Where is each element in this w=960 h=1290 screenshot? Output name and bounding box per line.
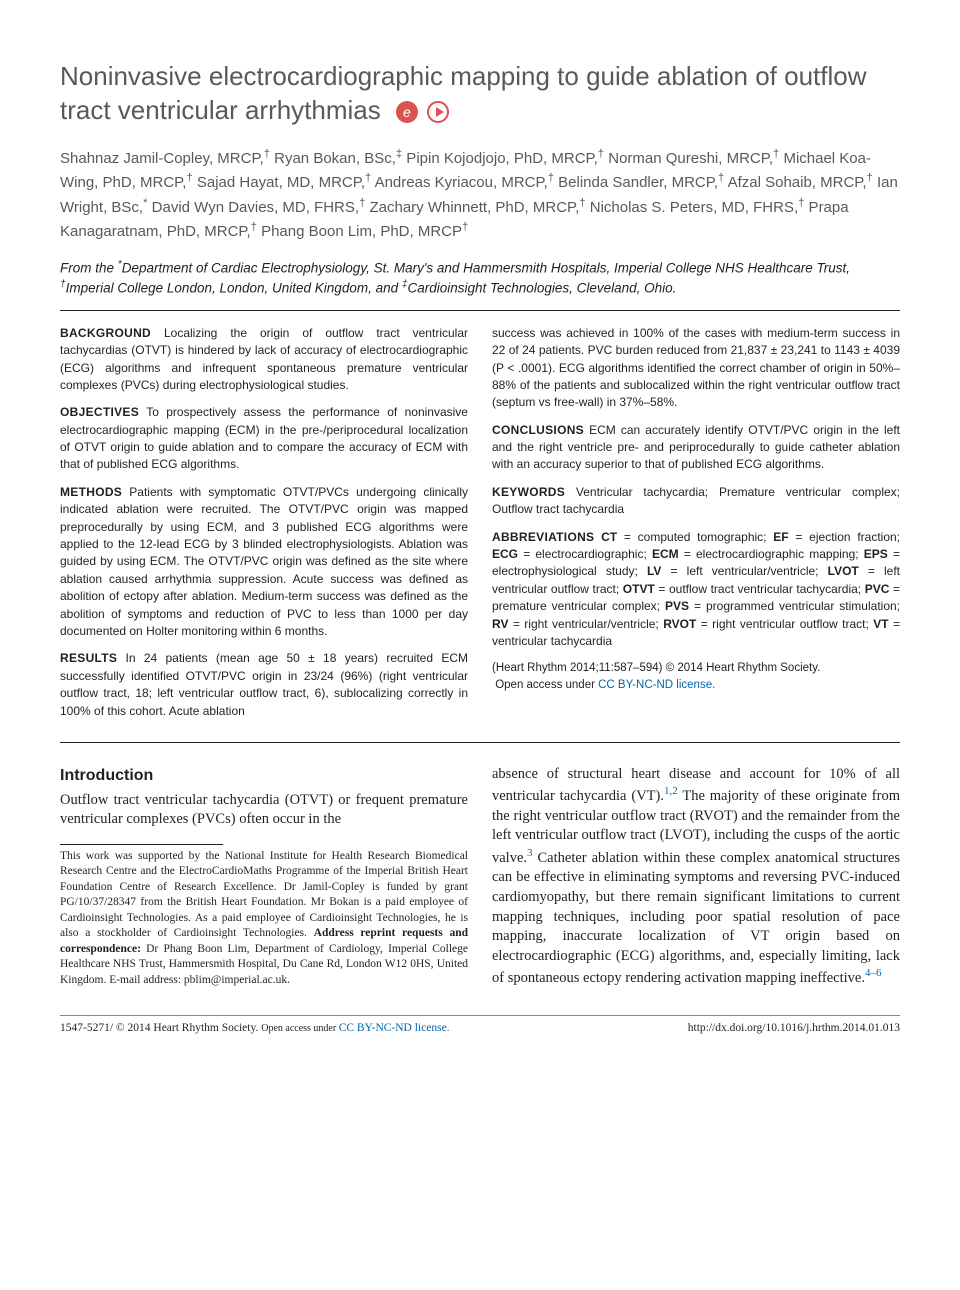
license-link[interactable]: CC BY-NC-ND license. [339,1022,450,1034]
funding-disclosure: This work was supported by the National … [60,849,468,989]
divider-top [60,310,900,311]
license-link[interactable]: CC BY-NC-ND license. [598,679,715,691]
intro-col-right: absence of structural heart disease and … [492,765,900,989]
label-conclusions: CONCLUSIONS [492,423,584,437]
label-objectives: OBJECTIVES [60,405,139,419]
citation-text: (Heart Rhythm 2014;11:587–594) © 2014 He… [492,662,820,674]
abstract: BACKGROUND Localizing the origin of outf… [60,325,900,730]
abstract-abbreviations: CT = computed tomographic; EF = ejection… [492,530,900,648]
abstract-col-left: BACKGROUND Localizing the origin of outf… [60,325,468,730]
ref-link[interactable]: 3 [527,847,533,859]
intro-col-left: Introduction Outflow tract ventricular t… [60,765,468,989]
article-title: Noninvasive electrocardiographic mapping… [60,60,900,128]
label-keywords: KEYWORDS [492,485,565,499]
abstract-methods: Patients with symptomatic OTVT/PVCs unde… [60,485,468,638]
footer-doi: http://dx.doi.org/10.1016/j.hrthm.2014.0… [688,1022,900,1034]
label-methods: METHODS [60,485,122,499]
intro-left-text: Outflow tract ventricular tachycardia (O… [60,791,468,830]
abstract-col-right: success was achieved in 100% of the case… [492,325,900,730]
ref-link[interactable]: 4–6 [865,967,882,979]
title-icons [394,94,449,128]
page-footer: 1547-5271/ © 2014 Heart Rhythm Society. … [60,1015,900,1034]
introduction-section: Introduction Outflow tract ventricular t… [60,765,900,989]
ref-link[interactable]: 1,2 [664,785,678,797]
intro-right-text: absence of structural heart disease and … [492,765,900,989]
authors-list: Shahnaz Jamil-Copley, MRCP,† Ryan Bokan,… [60,146,900,244]
funding-divider [60,844,223,845]
title-text: Noninvasive electrocardiographic mapping… [60,61,867,125]
citation-line: (Heart Rhythm 2014;11:587–594) © 2014 He… [492,660,900,693]
footer-left: 1547-5271/ © 2014 Heart Rhythm Society. … [60,1022,450,1034]
label-results: RESULTS [60,651,117,665]
label-abbreviations: ABBREVIATIONS [492,530,594,544]
supplement-icon[interactable] [396,101,418,123]
divider-bottom [60,742,900,743]
affiliations: From the *Department of Cardiac Electrop… [60,258,900,298]
video-play-icon[interactable] [427,101,449,123]
label-background: BACKGROUND [60,326,151,340]
license-prefix: Open access under [495,679,598,691]
introduction-heading: Introduction [60,765,468,787]
abstract-results-left: In 24 patients (mean age 50 ± 18 years) … [60,651,468,717]
abstract-results-right: success was achieved in 100% of the case… [492,325,900,412]
